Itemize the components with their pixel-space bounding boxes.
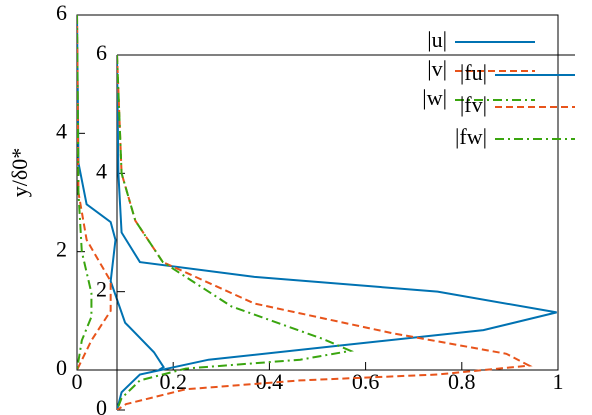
y-tick-label: 4: [56, 118, 67, 143]
y-tick-label: 0: [56, 355, 67, 380]
plot-frame: [76, 14, 559, 371]
y-tick-label: 2: [96, 277, 107, 302]
y-tick-label: 4: [96, 158, 107, 183]
y-tick-label: 0: [96, 395, 107, 415]
series-line: [77, 15, 93, 370]
legend-label: |fv|: [460, 92, 487, 117]
x-tick-label: 1: [553, 369, 564, 394]
series-line: [117, 55, 355, 410]
series-line: [77, 15, 165, 370]
x-tick-label: 0: [72, 369, 83, 394]
legend-label: |v|: [427, 56, 447, 81]
plot-area: [77, 15, 165, 370]
series-line: [77, 15, 112, 370]
y-axis-label: y/δ0*: [7, 148, 32, 197]
y-tick-label: 6: [56, 0, 67, 25]
legend-label: |fw|: [455, 124, 487, 149]
y-tick-label: 2: [56, 237, 67, 262]
y-tick-label: 6: [96, 40, 107, 65]
x-tick-label: 0.6: [352, 369, 380, 394]
series-line: [117, 55, 533, 410]
legend-label: |fu|: [460, 60, 487, 85]
legend-label: |w|: [422, 85, 447, 110]
legend-label: |u|: [427, 27, 447, 52]
plot-area: [117, 55, 557, 410]
series-line: [117, 55, 557, 410]
